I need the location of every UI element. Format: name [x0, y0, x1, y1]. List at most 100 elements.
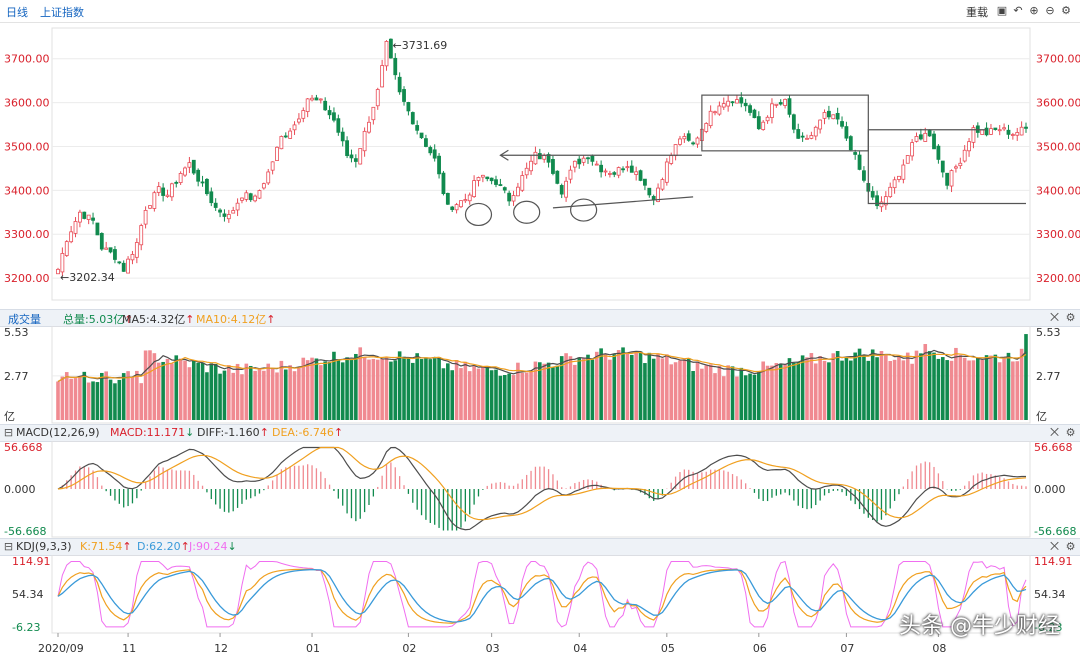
price-chart[interactable]: 3200.00 3200.00 3300.00 3300.00 3400.00 3400.… [0, 22, 1080, 308]
price-high-label: ←3731.69 [393, 39, 448, 52]
volume-chart[interactable]: 5.53 5.53 2.77 2.77 亿 亿 [0, 326, 1080, 424]
volume-bar [949, 360, 954, 420]
undo-icon[interactable]: ↶ [1013, 4, 1023, 17]
zoom-in-icon[interactable]: ⊕ [1029, 4, 1039, 17]
volume-bar [240, 374, 244, 420]
volume-bar [384, 357, 389, 420]
kdj-x-tick-label: 07 [840, 642, 854, 655]
candle-body [607, 173, 612, 175]
candle-body [402, 89, 406, 102]
candle-body [765, 116, 770, 122]
macd-close-icon[interactable]: ⨉ [1050, 426, 1059, 439]
lock-icon[interactable]: ▣ [996, 4, 1008, 17]
candle-body [848, 136, 853, 151]
period-tab[interactable]: 日线 [6, 6, 28, 19]
candle-body [936, 145, 941, 160]
candle-body [336, 118, 341, 133]
candle-body [822, 112, 827, 119]
candle-body [962, 149, 967, 162]
volume-bar [419, 359, 424, 420]
candle-body [945, 172, 950, 186]
candle-body [774, 103, 779, 106]
volume-bar [415, 353, 419, 420]
candle-body [310, 97, 314, 101]
volume-bar [69, 378, 73, 420]
volume-bar [432, 358, 437, 420]
volume-bar [538, 362, 542, 420]
kdj-d: D:62.20↑ [137, 540, 190, 553]
volume-bar [743, 375, 748, 420]
candle-body [121, 262, 126, 272]
volume-bar [660, 358, 665, 420]
volume-settings-icon[interactable]: ⚙ [1065, 311, 1076, 324]
candle-body [454, 204, 459, 211]
volume-bar [301, 357, 306, 420]
macd-settings-icon[interactable]: ⚙ [1065, 426, 1076, 439]
volume-bar [800, 355, 805, 420]
price-y-tick-right: 3400.00 [1036, 184, 1080, 197]
collapse-icon[interactable]: ⊟ [3, 426, 14, 439]
candle-body [60, 253, 65, 273]
candle-body [397, 76, 402, 93]
index-name-link[interactable]: 上证指数 [40, 6, 84, 19]
candle-body [564, 180, 568, 198]
volume-bar [161, 361, 165, 420]
volume-bar [375, 359, 380, 420]
candle-body [64, 241, 69, 256]
candle-body [441, 172, 446, 195]
kdj-x-tick-label: 01 [306, 642, 320, 655]
candle-body [603, 170, 608, 173]
macd-chart[interactable]: 56.668 56.668 0.000 0.000 -56.668 -56.668 [0, 441, 1080, 538]
candle-body [862, 170, 866, 181]
candle-body [625, 166, 630, 169]
volume-bar [345, 357, 349, 420]
settings-icon[interactable]: ⚙ [1061, 4, 1071, 17]
candle-body [91, 217, 95, 221]
macd-plot-frame [51, 441, 1031, 538]
candle-body [840, 121, 844, 127]
kdj-collapse-icon[interactable]: ⊟ [3, 540, 14, 553]
volume-bar [340, 362, 345, 420]
candle-body [450, 206, 455, 210]
volume-plot-frame [51, 326, 1031, 424]
candle-body [266, 171, 271, 184]
volume-bar [616, 350, 621, 420]
kdj-x-tick-label: 03 [486, 642, 500, 655]
volume-bar [73, 378, 78, 420]
kdj-close-icon[interactable]: ⨉ [1050, 540, 1059, 553]
volume-bar [643, 363, 647, 420]
kdj-x-tick-label: 06 [753, 642, 767, 655]
macd-panel-header: ⊟ MACD(12,26,9) MACD:11.171↓ DIFF:-1.160… [0, 424, 1080, 442]
volume-bar [511, 375, 516, 420]
kdj-settings-icon[interactable]: ⚙ [1065, 540, 1076, 553]
volume-bar [60, 376, 65, 420]
volume-bar [787, 358, 792, 420]
annotation-trend-line [552, 196, 694, 209]
kdj-chart[interactable]: 114.91 114.91 54.34 54.34 -6.23 -6.23 2020/09 1… [0, 555, 1080, 656]
macd-value-text: MACD:11.171 [110, 426, 186, 439]
candle-body [752, 109, 757, 119]
volume-bar [577, 357, 582, 420]
volume-bar [551, 367, 555, 420]
volume-bar [143, 350, 148, 420]
candle-body [568, 169, 573, 180]
candle-body [853, 152, 858, 155]
volume-bar [371, 358, 376, 420]
reload-button[interactable]: 重载 [966, 6, 988, 19]
volume-bar [126, 371, 130, 420]
volume-bar [516, 362, 520, 420]
volume-bar [818, 356, 822, 420]
volume-bar [253, 370, 257, 420]
volume-bar [213, 363, 218, 420]
volume-bar [813, 363, 818, 420]
volume-bar [708, 364, 713, 420]
volume-bar [402, 356, 406, 420]
volume-bar [748, 373, 752, 420]
candle-body [117, 261, 122, 264]
volume-close-icon[interactable]: ⨉ [1050, 311, 1059, 324]
candle-body [989, 128, 993, 135]
candle-body [349, 154, 354, 159]
zoom-out-icon[interactable]: ⊖ [1045, 4, 1055, 17]
volume-bar [778, 363, 783, 420]
candle-body [686, 133, 691, 141]
